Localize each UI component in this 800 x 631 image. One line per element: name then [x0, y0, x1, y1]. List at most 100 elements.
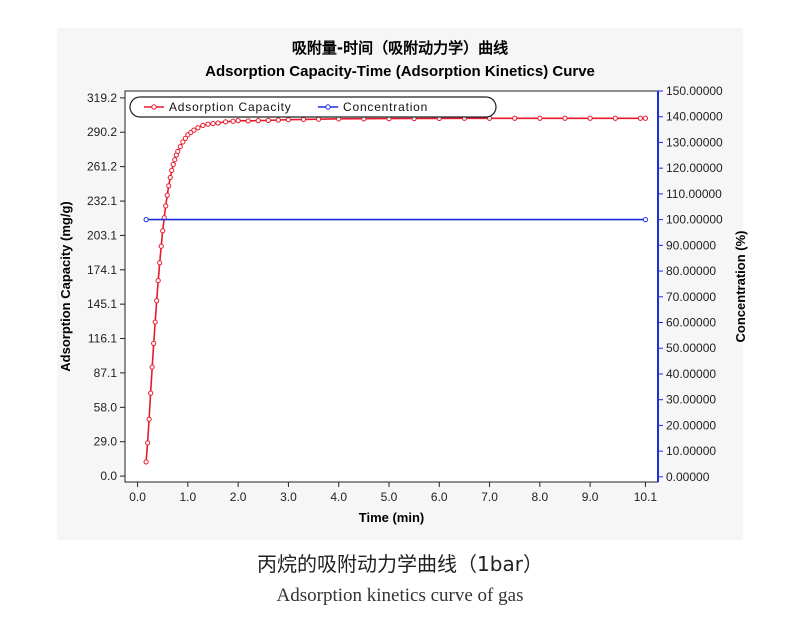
x-tick-label: 10.1 [634, 490, 658, 504]
y-right-tick-label: 30.00000 [666, 393, 716, 407]
data-point-capacity [200, 122, 206, 128]
data-point-capacity [230, 118, 236, 124]
legend-label: Concentration [343, 100, 428, 114]
y-left-tick-label: 29.0 [94, 435, 118, 449]
y-right-tick-label: 140.00000 [666, 110, 723, 124]
data-point-capacity [235, 118, 241, 124]
legend-label: Adsorption Capacity [169, 100, 292, 114]
y-right-tick-label: 20.00000 [666, 418, 716, 432]
data-point-capacity [157, 260, 163, 266]
data-point-capacity [177, 144, 183, 150]
data-point-capacity [222, 119, 229, 125]
x-tick-label: 6.0 [431, 490, 448, 504]
data-point-capacity [180, 139, 186, 145]
legend-marker [325, 104, 331, 110]
data-point-capacity [169, 167, 175, 173]
data-point-capacity [167, 174, 173, 181]
x-tick-label: 9.0 [582, 490, 599, 504]
data-point-capacity [148, 390, 154, 396]
y-right-tick-label: 80.00000 [666, 264, 716, 278]
y-left-tick-label: 87.1 [94, 366, 118, 380]
y-left-tick-label: 116.1 [88, 332, 117, 346]
data-point-capacity [300, 116, 307, 123]
x-tick-label: 4.0 [330, 490, 347, 504]
y-right-tick-label: 150.00000 [666, 84, 723, 98]
data-point-capacity [145, 440, 151, 446]
kinetics-chart: 吸附量-时间（吸附动力学）曲线 Adsorption Capacity-Time… [58, 39, 748, 525]
data-point-capacity [146, 416, 152, 422]
y-left-tick-label: 174.1 [87, 263, 117, 277]
data-point-capacity [265, 117, 271, 123]
data-point-capacity [143, 459, 149, 465]
data-point-capacity [154, 298, 160, 304]
data-point-capacity [562, 115, 568, 121]
y-left-tick-label: 290.2 [87, 125, 117, 139]
y-right-tick-label: 110.00000 [666, 187, 722, 201]
y-left-tick-label: 261.2 [87, 160, 117, 174]
y-left-tick-label: 0.0 [100, 469, 117, 483]
y-right-tick-label: 100.00000 [666, 213, 723, 227]
y-right-axis-label: Concentration (%) [733, 231, 748, 343]
plot-area [124, 90, 659, 483]
legend-box [129, 96, 497, 118]
data-point-capacity [170, 161, 176, 168]
x-tick-label: 1.0 [180, 490, 197, 504]
chart-title: Adsorption Capacity-Time (Adsorption Kin… [205, 63, 595, 80]
data-point-capacity [512, 115, 518, 121]
data-point-capacity [285, 117, 292, 123]
data-point-capacity [191, 127, 197, 133]
data-point-capacity [215, 120, 221, 126]
data-point-capacity [158, 243, 164, 249]
y-left-tick-label: 232.1 [87, 194, 117, 208]
y-left-tick-label: 145.1 [87, 297, 117, 311]
y-right-tick-label: 0.00000 [666, 470, 710, 484]
chart-title-cn: 吸附量-时间（吸附动力学）曲线 [292, 39, 508, 57]
data-point-capacity [149, 364, 155, 370]
data-point-capacity [175, 148, 181, 155]
y-right-tick-label: 130.00000 [666, 135, 723, 149]
y-left-tick-label: 203.1 [87, 228, 117, 242]
y-right-tick-label: 40.00000 [666, 367, 716, 381]
data-point-capacity [151, 340, 157, 346]
data-point-capacity [182, 135, 188, 141]
x-tick-label: 0.0 [129, 490, 146, 504]
data-point-capacity [163, 203, 169, 209]
data-point-capacity [315, 116, 322, 122]
data-point-capacity [160, 228, 166, 234]
data-point-capacity [155, 277, 161, 284]
y-right-tick-label: 120.00000 [666, 161, 723, 175]
data-point-capacity [195, 125, 201, 131]
data-point-capacity [537, 115, 543, 121]
data-point-capacity [172, 157, 178, 163]
x-axis-label: Time (min) [359, 510, 425, 525]
x-tick-label: 7.0 [481, 490, 498, 504]
legend: Adsorption Capacity Concentration [129, 96, 497, 118]
data-point-capacity [587, 115, 593, 121]
data-point-concentration [143, 217, 149, 223]
data-point-capacity [164, 192, 170, 198]
data-point-capacity [642, 115, 649, 121]
y-right-tick-label: 10.00000 [666, 444, 716, 458]
data-point-capacity [612, 115, 618, 121]
caption-cn: 丙烷的吸附动力学曲线（1bar） [257, 552, 543, 576]
x-tick-label: 8.0 [531, 490, 548, 504]
data-point-capacity [210, 120, 216, 127]
data-point-capacity [255, 118, 261, 124]
y-left-tick-label: 319.2 [87, 91, 117, 105]
y-right-tick-label: 60.00000 [666, 316, 716, 330]
x-tick-label: 3.0 [280, 490, 297, 504]
data-point-capacity [275, 117, 281, 123]
data-point-capacity [245, 118, 251, 124]
y-right-tick-label: 70.00000 [666, 290, 716, 304]
data-point-capacity [152, 319, 158, 325]
x-tick-label: 2.0 [230, 490, 247, 504]
data-point-concentration [642, 217, 649, 223]
data-point-capacity [637, 115, 644, 121]
legend-marker [151, 104, 157, 110]
y-left-tick-label: 58.0 [94, 400, 118, 414]
x-tick-label: 5.0 [381, 490, 398, 504]
y-right-tick-label: 90.00000 [666, 238, 716, 252]
data-point-capacity [205, 121, 211, 127]
data-point-capacity [166, 183, 172, 189]
caption-en: Adsorption kinetics curve of gas [276, 585, 524, 606]
